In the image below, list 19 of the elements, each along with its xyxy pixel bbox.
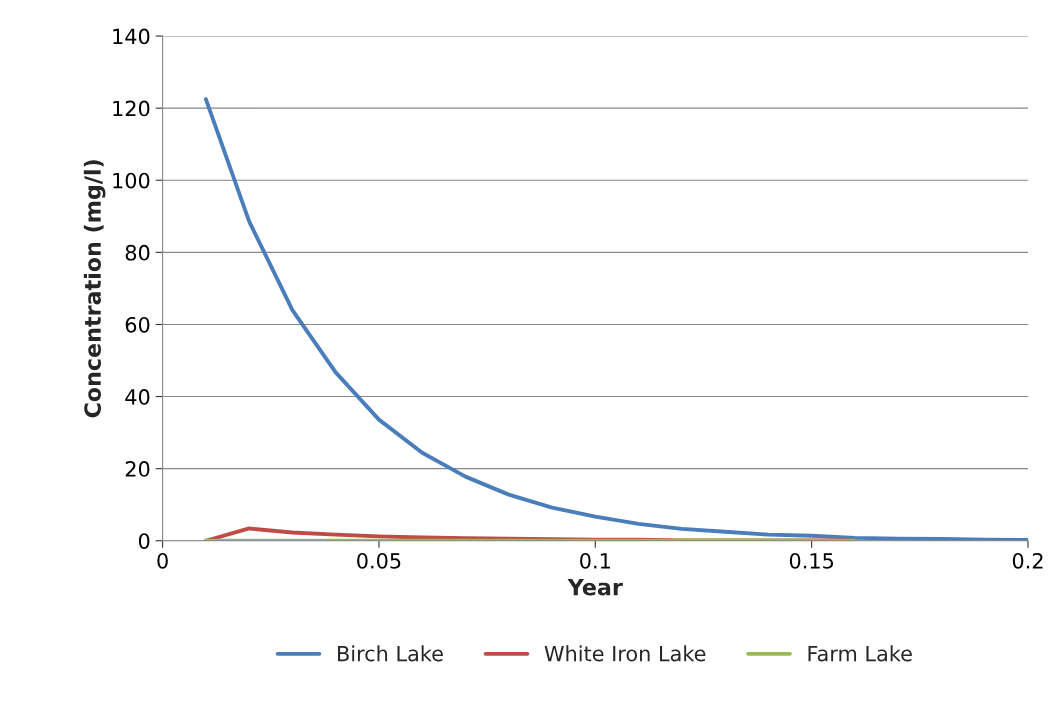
line-series	[203, 97, 1029, 541]
legend-label: Farm Lake	[808, 645, 912, 662]
x-tick-label: 0	[157, 552, 168, 569]
x-tick-label: 0.05	[357, 552, 401, 569]
y-tick-label: 40	[125, 389, 150, 405]
legend-label: Birch Lake	[338, 645, 443, 662]
y-axis-title: Concentration (mg/l)	[83, 160, 106, 418]
y-tick-label: 0	[138, 533, 150, 549]
y-tick-label: 120	[113, 100, 150, 117]
x-axis-title: Year	[567, 578, 623, 596]
legend-label: White Iron Lake	[544, 645, 706, 662]
x-tick-label: 0.1	[580, 552, 610, 569]
y-tick-label: 60	[125, 316, 150, 333]
y-tick-label: 80	[125, 244, 150, 261]
y-tick-label: 100	[113, 172, 150, 189]
y-tick-label: 140	[113, 28, 150, 45]
x-tick-label: 0.15	[789, 552, 834, 569]
x-tick-label: 0.2	[1012, 552, 1043, 569]
y-tick-label: 20	[125, 461, 150, 477]
